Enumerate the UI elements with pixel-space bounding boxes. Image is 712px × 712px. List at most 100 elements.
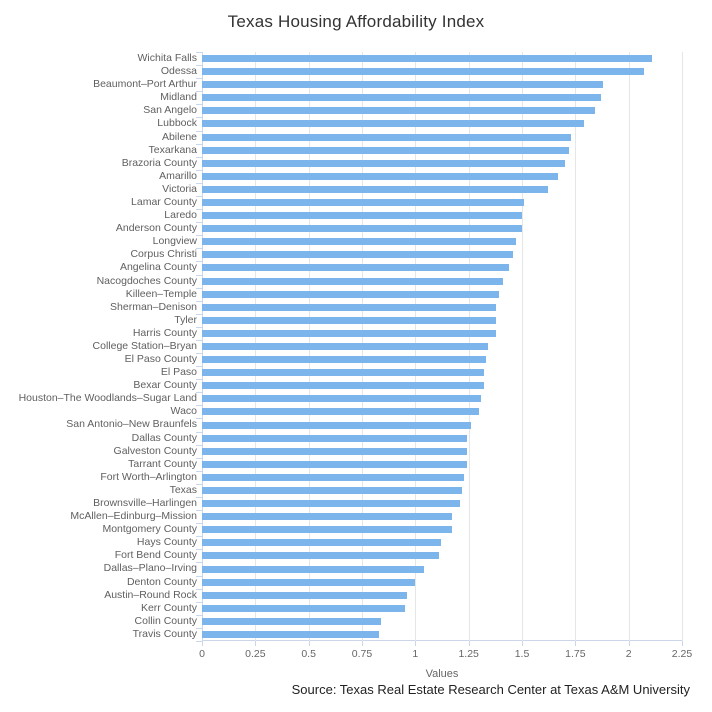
x-axis-tick-label: 2.25 <box>671 648 693 660</box>
source-text: Source: Texas Real Estate Research Cente… <box>291 682 690 697</box>
y-axis-tick <box>196 91 202 93</box>
y-axis-tick <box>196 300 202 302</box>
y-axis-tick <box>196 510 202 512</box>
category-label: Beaumont–Port Arthur <box>93 78 197 91</box>
bar[interactable] <box>202 382 484 390</box>
bar[interactable] <box>202 68 644 76</box>
bar[interactable] <box>202 81 604 89</box>
bar[interactable] <box>202 578 416 586</box>
bar[interactable] <box>202 565 424 573</box>
category-label: Travis County <box>132 627 197 640</box>
x-axis-tick-label: 1.5 <box>514 648 530 660</box>
bar[interactable] <box>202 212 522 220</box>
y-axis-tick <box>196 641 202 642</box>
bar[interactable] <box>202 329 497 337</box>
y-axis-tick <box>196 130 202 132</box>
bar[interactable] <box>202 133 572 141</box>
y-axis-tick <box>196 65 202 67</box>
bar[interactable] <box>202 500 461 508</box>
category-label: Galveston County <box>113 444 197 457</box>
y-axis-tick <box>196 614 202 616</box>
bar[interactable] <box>202 539 441 547</box>
y-axis-tick <box>196 444 202 446</box>
bar[interactable] <box>202 395 482 403</box>
category-label: Amarillo <box>159 169 197 182</box>
bar[interactable] <box>202 630 380 638</box>
bar[interactable] <box>202 185 548 193</box>
bar[interactable] <box>202 513 452 521</box>
bar[interactable] <box>202 264 510 272</box>
category-label: Wichita Falls <box>137 52 197 64</box>
bar[interactable] <box>202 356 486 364</box>
bar[interactable] <box>202 290 499 298</box>
x-axis-tick-label: 0.75 <box>351 648 373 660</box>
category-label: Anderson County <box>115 222 197 235</box>
category-label: Laredo <box>164 209 197 222</box>
y-axis-tick <box>196 339 202 341</box>
y-axis-tick <box>196 497 202 499</box>
bar[interactable] <box>202 526 452 534</box>
bar[interactable] <box>202 447 467 455</box>
y-axis-tick <box>196 536 202 538</box>
bar[interactable] <box>202 251 514 259</box>
x-axis-line <box>202 640 683 641</box>
y-axis-tick <box>196 353 202 355</box>
bar[interactable] <box>202 591 407 599</box>
bar[interactable] <box>202 408 480 416</box>
category-label: College Station–Bryan <box>92 339 197 352</box>
category-labels: Wichita Falls Odessa Beaumont–Port Arthur M… <box>0 52 197 641</box>
bar[interactable] <box>202 460 467 468</box>
bar[interactable] <box>202 369 484 377</box>
category-label: Waco <box>170 405 197 418</box>
x-axis-tick <box>468 641 470 646</box>
x-axis-tick <box>522 641 523 646</box>
bar[interactable] <box>202 159 565 167</box>
category-label: Dallas County <box>131 431 197 444</box>
y-axis-tick <box>196 209 202 211</box>
x-axis-tick <box>628 641 630 646</box>
bar[interactable] <box>202 434 467 442</box>
bar[interactable] <box>202 552 439 560</box>
gridline <box>522 52 523 641</box>
category-label: Victoria <box>162 182 197 195</box>
bar[interactable] <box>202 199 525 207</box>
bar[interactable] <box>202 94 601 102</box>
bar[interactable] <box>202 421 471 429</box>
bar[interactable] <box>202 120 584 128</box>
bar[interactable] <box>202 343 488 350</box>
category-label: Kerr County <box>140 601 197 614</box>
bar[interactable] <box>202 146 569 154</box>
category-label: El Paso County <box>124 353 197 366</box>
gridline <box>682 52 683 641</box>
category-label: Longview <box>152 235 197 248</box>
plot-area <box>196 52 697 646</box>
bar[interactable] <box>202 172 559 180</box>
bar[interactable] <box>202 617 382 625</box>
bar[interactable] <box>202 604 405 612</box>
bar[interactable] <box>202 277 503 285</box>
category-label: Bexar County <box>133 379 197 392</box>
x-axis-tick-label: 0.5 <box>301 648 316 660</box>
bar[interactable] <box>202 55 653 63</box>
bar[interactable] <box>202 303 497 311</box>
bar[interactable] <box>202 107 595 115</box>
y-axis-tick <box>196 52 202 53</box>
category-label: Abilene <box>161 130 197 143</box>
category-label: Tyler <box>174 313 197 326</box>
x-axis-tick-label: 0.25 <box>245 648 266 660</box>
x-axis-tick <box>255 641 257 646</box>
y-axis-tick <box>196 222 202 224</box>
y-axis-tick <box>196 156 202 158</box>
y-axis-tick <box>196 523 202 525</box>
x-axis-tick-label: 0 <box>199 648 205 660</box>
bar[interactable] <box>202 225 522 233</box>
bar[interactable] <box>202 316 497 324</box>
bar[interactable] <box>202 486 463 494</box>
x-axis-tick-label: 1.25 <box>458 648 479 660</box>
y-axis-tick <box>196 248 202 250</box>
bar[interactable] <box>202 473 465 481</box>
bar[interactable] <box>202 238 516 246</box>
y-axis-tick <box>196 143 202 145</box>
category-label: Houston–The Woodlands–Sugar Land <box>18 392 197 405</box>
category-label: Fort Worth–Arlington <box>100 470 197 483</box>
